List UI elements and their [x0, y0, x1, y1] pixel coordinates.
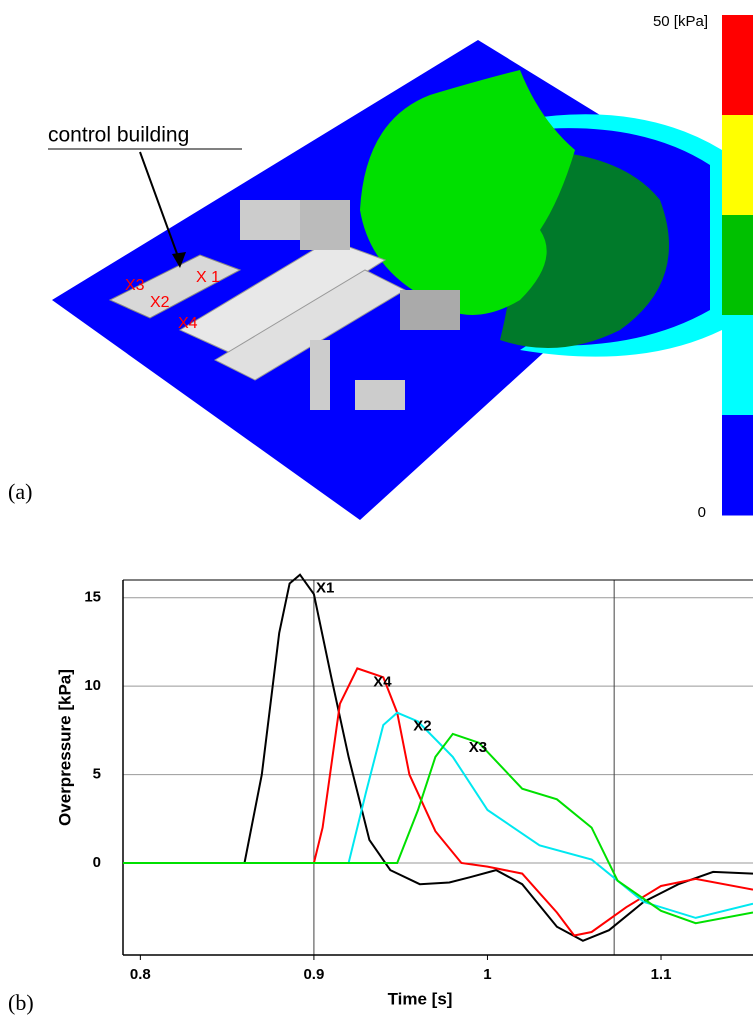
- panel-label: (a): [8, 479, 32, 504]
- y-tick-label: 5: [93, 766, 101, 783]
- colorbar-band: [722, 15, 753, 116]
- y-axis-label: Overpressure [kPa]: [55, 669, 74, 826]
- colorbar-band: [722, 415, 753, 516]
- marker-label: X4: [178, 315, 198, 332]
- series-label: X3: [469, 739, 487, 756]
- chart: 0 5 10 15 0.8 0.9 1 1.1 X1 X4 X2 X3 Time [s] Overpres…: [8, 575, 753, 1015]
- colorbar-band: [722, 215, 753, 316]
- y-tick-label: 0: [93, 854, 101, 871]
- marker-label: X2: [150, 294, 170, 311]
- annotation: control building: [48, 124, 189, 147]
- x-tick-label: 0.8: [130, 966, 151, 983]
- marker-label: X 1: [196, 269, 220, 286]
- y-tick-label: 10: [84, 677, 101, 694]
- colorbar-band: [722, 115, 753, 216]
- structure: [355, 380, 405, 410]
- colorbar-min: 0: [698, 504, 706, 521]
- structure: [240, 200, 300, 240]
- structure: [400, 290, 460, 330]
- series-label: X4: [373, 673, 392, 690]
- structure: [310, 340, 330, 410]
- scene: [48, 40, 722, 520]
- series-label: X2: [413, 718, 431, 735]
- figure: control building X3 X2 X 1 X4 (a) 50 [kP…: [0, 0, 753, 1027]
- series-label: X1: [316, 580, 334, 597]
- panel-label: (b): [8, 990, 34, 1015]
- page: control building X3 X2 X 1 X4 (a) 50 [kP…: [0, 0, 753, 1027]
- colorbar: [722, 15, 753, 516]
- x-axis-label: Time [s]: [388, 989, 453, 1008]
- colorbar-max: 50 [kPa]: [653, 13, 708, 30]
- x-tick-label: 1: [483, 966, 491, 983]
- x-tick-label: 0.9: [303, 966, 324, 983]
- colorbar-band: [722, 315, 753, 416]
- x-tick-label: 1.1: [651, 966, 672, 983]
- structure: [300, 200, 350, 250]
- y-tick-label: 15: [84, 589, 101, 606]
- marker-label: X3: [125, 277, 145, 294]
- series-line: [123, 575, 753, 941]
